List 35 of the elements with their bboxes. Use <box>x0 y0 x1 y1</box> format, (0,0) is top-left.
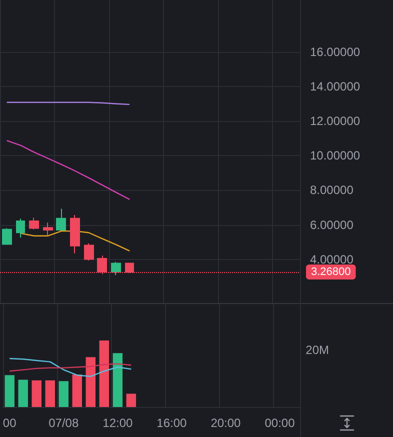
candlestick <box>84 242 94 261</box>
y-tick-label: 6.00000 <box>310 218 354 232</box>
y-tick-label: 8.00000 <box>310 183 354 198</box>
x-tick-label: 00:00 <box>264 416 296 430</box>
x-tick-label: 20:00 <box>210 416 242 430</box>
bar <box>86 357 96 407</box>
bar <box>45 380 55 407</box>
bar <box>72 374 82 407</box>
bar <box>18 380 28 407</box>
text: 20M <box>306 343 330 357</box>
bar <box>58 381 68 407</box>
x-tick-label: 00 <box>2 416 17 430</box>
bar <box>32 380 42 407</box>
y-tick-label: 10.00000 <box>310 148 360 163</box>
x-tick-label: 16:00 <box>156 416 188 430</box>
y-tick-label: 16.00000 <box>310 44 360 59</box>
x-tick-label: 07/08 <box>48 416 79 430</box>
candlestick <box>56 208 66 231</box>
candlestick <box>70 214 80 254</box>
bar <box>126 394 136 407</box>
candlestick <box>16 218 25 238</box>
candlestick <box>111 261 121 276</box>
line-series <box>6 140 130 200</box>
x-tick-label: 12:00 <box>102 416 133 430</box>
candlestick <box>2 228 12 246</box>
candlestick <box>29 217 39 230</box>
y-tick-label: 4.00000 <box>310 252 354 266</box>
bar <box>112 353 123 407</box>
line-series <box>20 230 130 252</box>
bar <box>99 340 110 407</box>
candlestick <box>43 222 53 236</box>
bar <box>4 375 14 407</box>
y-tick-label: 12.00000 <box>310 114 360 128</box>
ref-line-label: 3.26800 <box>311 266 351 278</box>
y-tick-label: 14.00000 <box>310 79 360 94</box>
